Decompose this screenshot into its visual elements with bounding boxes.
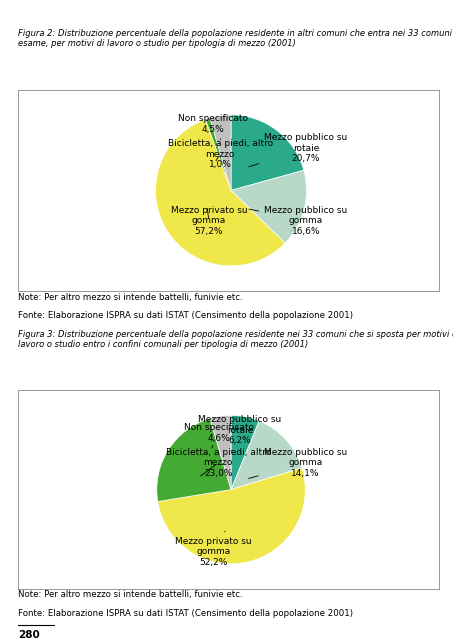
Text: Non specificato
4,6%: Non specificato 4,6% — [183, 424, 254, 448]
Wedge shape — [231, 170, 307, 243]
Text: Mezzo pubblico su
rotaie
20,7%: Mezzo pubblico su rotaie 20,7% — [249, 133, 347, 167]
Text: Bicicletta, a piedi, altro
mezzo
23,0%: Bicicletta, a piedi, altro mezzo 23,0% — [166, 448, 271, 478]
Wedge shape — [210, 115, 231, 190]
Text: Mezzo privato su
gomma
57,2%: Mezzo privato su gomma 57,2% — [171, 205, 247, 236]
Wedge shape — [210, 415, 231, 490]
Wedge shape — [158, 468, 305, 564]
Text: Mezzo pubblico su
gomma
14,1%: Mezzo pubblico su gomma 14,1% — [249, 448, 347, 479]
Text: Non specificato
4,5%: Non specificato 4,5% — [178, 115, 248, 140]
Wedge shape — [231, 421, 302, 490]
Wedge shape — [231, 415, 259, 490]
Text: Figura 3: Distribuzione percentuale della popolazione residente nei 33 comuni ch: Figura 3: Distribuzione percentuale dell… — [18, 330, 453, 349]
Text: Mezzo privato su
gomma
52,2%: Mezzo privato su gomma 52,2% — [175, 531, 251, 567]
Wedge shape — [206, 118, 231, 190]
Text: Fonte: Elaborazione ISPRA su dati ISTAT (Censimento della popolazione 2001): Fonte: Elaborazione ISPRA su dati ISTAT … — [18, 609, 353, 618]
Text: Fonte: Elaborazione ISPRA su dati ISTAT (Censimento della popolazione 2001): Fonte: Elaborazione ISPRA su dati ISTAT … — [18, 312, 353, 321]
Text: Figura 2: Distribuzione percentuale della popolazione residente in altri comuni : Figura 2: Distribuzione percentuale dell… — [18, 29, 453, 48]
Text: 280: 280 — [18, 630, 40, 640]
Text: Note: Per altro mezzo si intende battelli, funivie etc.: Note: Per altro mezzo si intende battell… — [18, 293, 243, 302]
Wedge shape — [157, 419, 231, 502]
Text: Note: Per altro mezzo si intende battelli, funivie etc.: Note: Per altro mezzo si intende battell… — [18, 590, 243, 599]
Text: Bicicletta, a piedi, altro
mezzo
1,0%: Bicicletta, a piedi, altro mezzo 1,0% — [168, 140, 273, 169]
Wedge shape — [231, 115, 304, 190]
Wedge shape — [155, 119, 285, 266]
Text: Mezzo pubblico su
rotaie
6,2%: Mezzo pubblico su rotaie 6,2% — [198, 415, 282, 451]
Text: Mezzo pubblico su
gomma
16,6%: Mezzo pubblico su gomma 16,6% — [249, 205, 347, 236]
